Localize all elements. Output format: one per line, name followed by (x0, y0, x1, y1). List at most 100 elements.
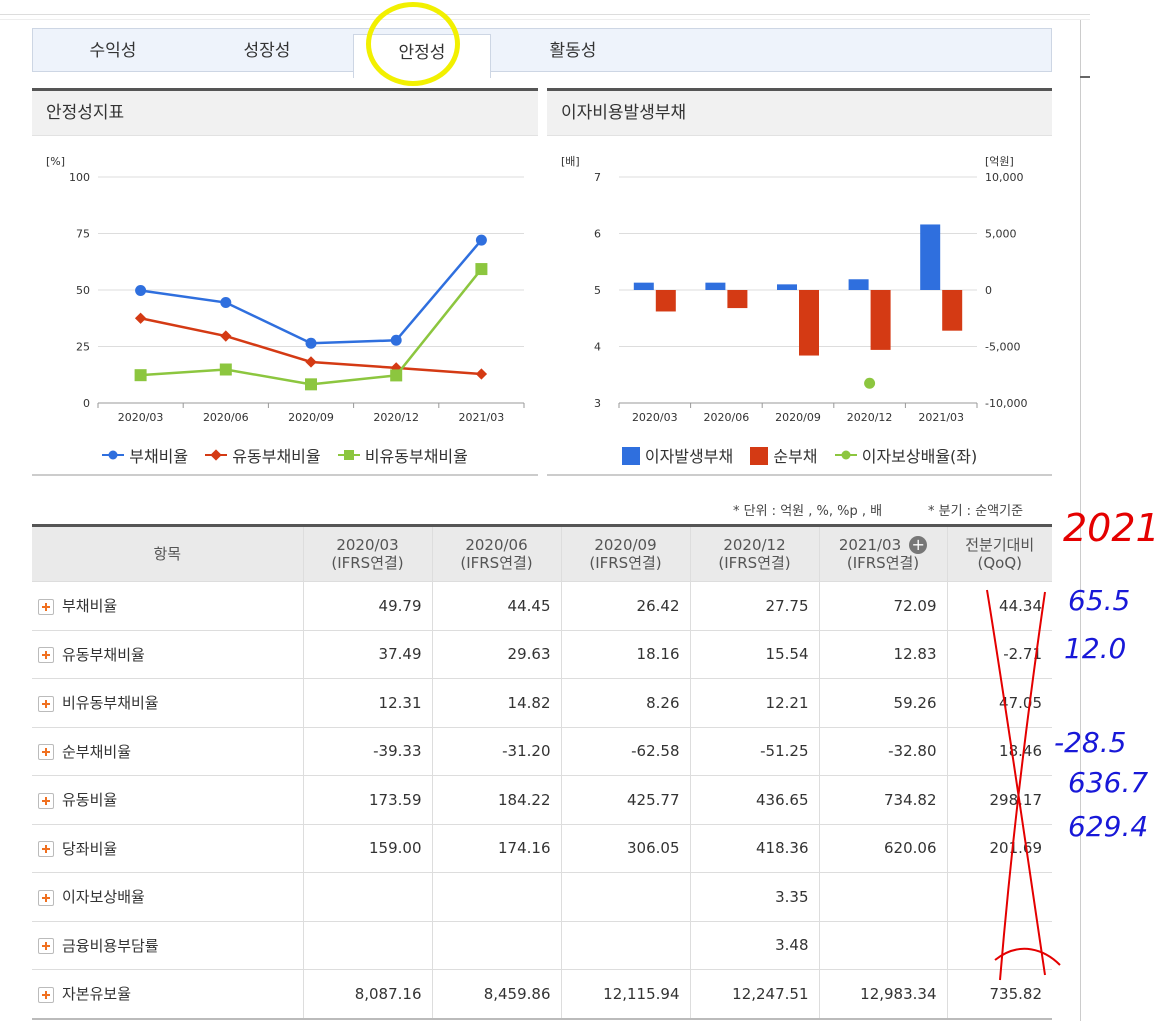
table-row[interactable]: 유동부채비율 37.49 29.63 18.16 15.54 12.83 -2.71 (32, 629, 1052, 679)
row-label[interactable]: 유동비율 (32, 775, 303, 824)
header-period[interactable]: 2020/09 (IFRS연결) (560, 525, 690, 582)
top-border (0, 14, 1090, 15)
bar (727, 290, 748, 309)
table-cell: 12,247.51 (689, 969, 819, 1020)
row-label[interactable]: 순부채비율 (32, 726, 303, 776)
tab-growth[interactable]: 성장성 (243, 41, 291, 61)
bar (920, 224, 941, 290)
data-point (864, 377, 876, 389)
table-row[interactable]: 자본유보율 8,087.16 8,459.86 12,115.94 12,247.51 1… (32, 969, 1052, 1020)
x-tick-label: 2020/12 (373, 411, 419, 424)
legend-label: 부채비율 (129, 447, 189, 466)
row-label-text: 자본유보율 (62, 985, 132, 1004)
table-cell (431, 920, 561, 970)
legend-item[interactable]: 순부채 (750, 447, 818, 466)
x-tick-label: 2020/03 (118, 411, 164, 424)
table-cell: -32.80 (818, 726, 947, 776)
header-period[interactable]: 2021/03 + (IFRS연결) (818, 525, 947, 582)
expand-plus-icon[interactable] (38, 695, 54, 712)
table-cell: 436.65 (689, 775, 819, 824)
table-cell: 26.42 (560, 581, 690, 630)
stability-table: 항목 2020/03 (IFRS연결) 2020/06 (IFRS연결) 2020/… (32, 524, 1052, 1020)
data-point (219, 363, 232, 376)
table-cell: 3.35 (689, 872, 819, 921)
row-label[interactable]: 부채비율 (32, 581, 303, 630)
legend-line-marker (102, 450, 125, 460)
row-label[interactable]: 금융비용부담률 (32, 920, 303, 970)
bar (848, 279, 869, 290)
legend-item[interactable]: 부채비율 (102, 447, 188, 466)
quarter-note: * 분기 : 순액기준 (928, 504, 1024, 519)
bar (870, 290, 891, 350)
table-cell: 298.17 (946, 775, 1052, 824)
legend-label: 비유동부채비율 (364, 447, 468, 466)
interest-debt-chart-panel: 이자비용발생부채 [배] [억원] 7 10,000 6 5,000 5 0 4 -5,000 3 -… (547, 88, 1052, 476)
chart-legend: 이자발생부채 순부채 이자보상배율(좌) (547, 443, 1052, 467)
header-period[interactable]: 2020/12 (IFRS연결) (689, 525, 819, 582)
expand-plus-icon[interactable] (38, 647, 54, 664)
expand-plus-icon[interactable] (38, 986, 54, 1003)
row-label[interactable]: 당좌비율 (32, 823, 303, 873)
bar (777, 284, 797, 290)
legend-line-marker (834, 450, 857, 460)
table-cell: 29.63 (431, 629, 561, 679)
expand-plus-icon[interactable] (38, 938, 54, 955)
expand-plus-icon[interactable] (38, 598, 54, 615)
row-label[interactable]: 자본유보율 (32, 969, 303, 1020)
table-cell: 49.79 (302, 581, 432, 630)
table-cell: 735.82 (946, 969, 1052, 1020)
table-row[interactable]: 비유동부채비율 12.31 14.82 8.26 12.21 59.26 47.05 (32, 678, 1052, 727)
tab-stability[interactable]: 안정성 (353, 34, 491, 78)
table-cell: -2.71 (946, 629, 1052, 679)
row-label-text: 순부채비율 (62, 742, 132, 761)
row-label[interactable]: 이자보상배율 (32, 872, 303, 921)
data-point (305, 337, 317, 349)
data-point (475, 234, 487, 246)
table-row[interactable]: 순부채비율 -39.33 -31.20 -62.58 -51.25 -32.80 18.46 (32, 726, 1052, 776)
expand-plus-icon[interactable] (38, 744, 54, 761)
legend-item[interactable]: 이자보상배율(좌) (834, 447, 977, 466)
y-tick-label-left: 5 (594, 284, 601, 297)
table-row[interactable]: 금융비용부담률 3.48 (32, 920, 1052, 970)
tab-activity[interactable]: 활동성 (549, 41, 597, 61)
header-period[interactable]: 2020/06 (IFRS연결) (431, 525, 561, 582)
header-period[interactable]: 2020/03 (IFRS연결) (302, 525, 432, 582)
row-label-text: 유동비율 (62, 791, 118, 810)
scrollbar-track[interactable] (1080, 20, 1081, 1021)
y-tick-label-right: -10,000 (985, 397, 1027, 410)
y-axis-label-right: [억원] (985, 155, 1014, 168)
y-tick-label-right: 0 (985, 284, 992, 297)
expand-plus-icon[interactable] (38, 889, 54, 906)
table-cell: 27.75 (689, 581, 819, 630)
tab-profitability[interactable]: 수익성 (89, 41, 137, 61)
table-cell (818, 872, 947, 921)
table-row[interactable]: 당좌비율 159.00 174.16 306.05 418.36 620.06 201.69 (32, 823, 1052, 873)
data-point (134, 312, 147, 324)
data-point (390, 334, 402, 346)
header-item: 항목 (32, 525, 303, 582)
bar (633, 282, 654, 290)
legend-item[interactable]: 유동부채비율 (205, 447, 321, 466)
unit-note: * 단위 : 억원 , %, %p , 배 (733, 504, 883, 519)
table-cell: 734.82 (818, 775, 947, 824)
y-tick-label: 0 (83, 397, 90, 410)
stability-line-chart: [%] 100 75 50 25 0 2020/03 2020/06 2020/09 2020/1… (46, 155, 525, 424)
legend-item[interactable]: 이자발생부채 (621, 447, 733, 466)
table-cell: 159.00 (302, 823, 432, 873)
table-row[interactable]: 부채비율 49.79 44.45 26.42 27.75 72.09 44.34 (32, 581, 1052, 630)
table-cell: 44.45 (431, 581, 561, 630)
y-tick-label-left: 4 (594, 341, 601, 354)
table-row[interactable]: 이자보상배율 3.35 (32, 872, 1052, 921)
row-label[interactable]: 유동부채비율 (32, 629, 303, 679)
table-row[interactable]: 유동비율 173.59 184.22 425.77 436.65 734.82 298.17 (32, 775, 1052, 824)
legend-item[interactable]: 비유동부채비율 (337, 447, 468, 466)
row-label-text: 부채비율 (62, 597, 118, 616)
expand-plus-icon[interactable] (38, 841, 54, 858)
row-label[interactable]: 비유동부채비율 (32, 678, 303, 727)
expand-columns-icon[interactable]: + (909, 536, 928, 555)
handwritten-note: 65.5 (1068, 584, 1131, 617)
table-cell: 306.05 (560, 823, 690, 873)
expand-plus-icon[interactable] (38, 792, 54, 809)
x-tick-label: 2021/03 (918, 411, 964, 424)
chart-legend: 부채비율 유동부채비율 비유동부채비율 (32, 443, 538, 467)
